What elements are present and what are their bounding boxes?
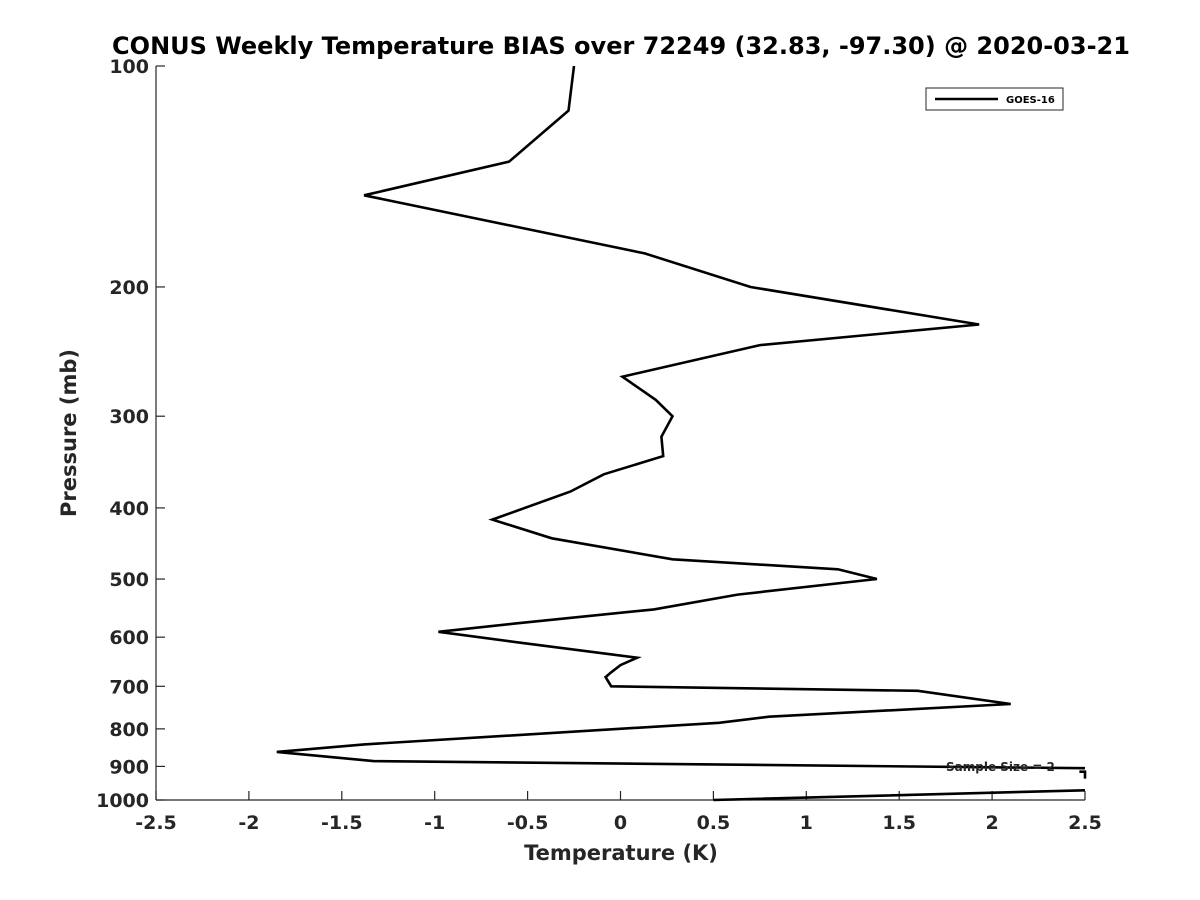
x-tick-label: 0.5 bbox=[697, 812, 731, 834]
x-axis-label: Temperature (K) bbox=[524, 841, 718, 865]
series-line-goes-16 bbox=[276, 65, 1087, 802]
x-tick-label: 1 bbox=[800, 812, 813, 834]
y-tick-label: 500 bbox=[109, 569, 149, 591]
x-tick-label: 1.5 bbox=[882, 812, 916, 834]
y-tick-label: 800 bbox=[109, 719, 149, 741]
y-tick-label: 600 bbox=[109, 627, 149, 649]
x-tick-label: -2 bbox=[238, 812, 259, 834]
x-tick-label: 2 bbox=[985, 812, 998, 834]
y-tick-label: 400 bbox=[109, 498, 149, 520]
x-tick-label: 2.5 bbox=[1068, 812, 1102, 834]
x-tick-label: 0 bbox=[614, 812, 627, 834]
x-tick-label: -2.5 bbox=[135, 812, 177, 834]
legend: GOES-16 bbox=[925, 87, 1064, 111]
axes: -2.5 -2 -1.5 -1 -0.5 0 0.5 1 1.5 2 2.5 100 200 300 400… bbox=[96, 56, 1102, 834]
y-tick-label: 200 bbox=[109, 277, 149, 299]
y-tick-label: 100 bbox=[109, 56, 149, 78]
x-tick-label: -0.5 bbox=[507, 812, 549, 834]
y-tick-label: 700 bbox=[109, 676, 149, 698]
chart-title: CONUS Weekly Temperature BIAS over 72249… bbox=[112, 32, 1130, 60]
y-tick-label: 900 bbox=[109, 756, 149, 778]
legend-label-goes-16: GOES-16 bbox=[1006, 95, 1055, 106]
x-tick-label: -1.5 bbox=[321, 812, 363, 834]
sample-size-annotation: Sample Size = 2 bbox=[946, 760, 1055, 774]
y-axis-label: Pressure (mb) bbox=[57, 349, 81, 517]
y-tick-label: 1000 bbox=[96, 790, 149, 812]
x-tick-label: -1 bbox=[424, 812, 445, 834]
y-tick-label: 300 bbox=[109, 406, 149, 428]
